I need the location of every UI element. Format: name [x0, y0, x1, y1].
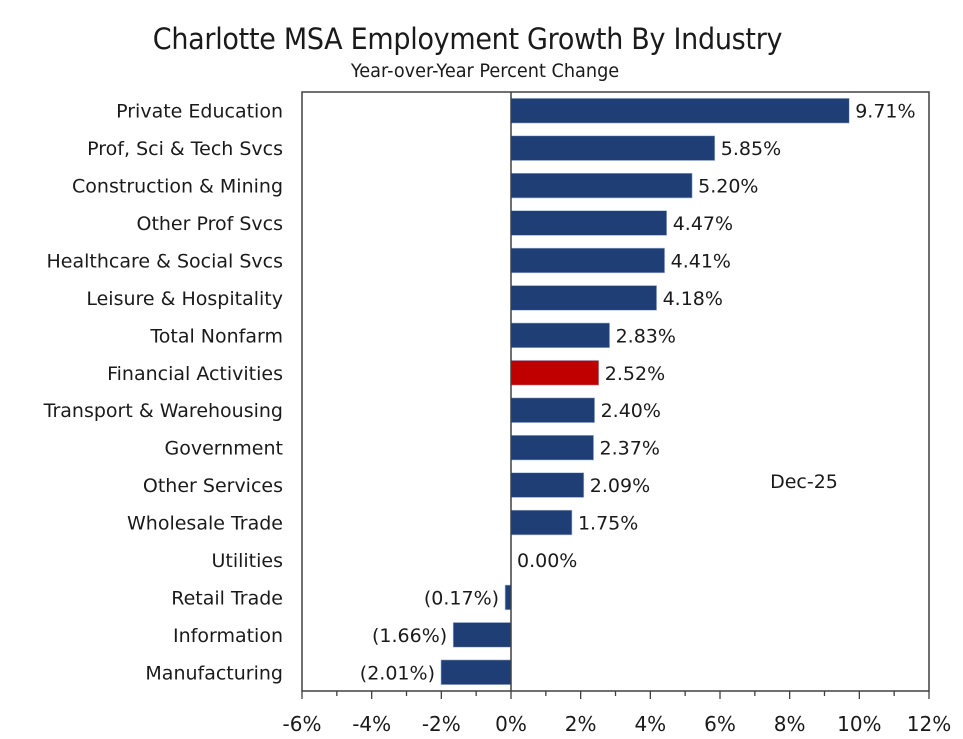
- bar-government: [510, 435, 594, 461]
- x-tick-label: 8%: [774, 712, 806, 736]
- data-label: 9.71%: [855, 101, 915, 123]
- category-label: Other Services: [143, 475, 283, 497]
- category-label: Prof, Sci & Tech Svcs: [87, 138, 283, 160]
- data-label: 2.83%: [616, 325, 676, 347]
- data-label: (1.66%): [372, 625, 447, 647]
- data-label: (2.01%): [360, 662, 435, 684]
- data-label: (0.17%): [424, 587, 499, 609]
- category-label: Other Prof Svcs: [136, 213, 283, 235]
- bar-information: [452, 622, 512, 648]
- chart-subtitle: Year-over-Year Percent Change: [350, 60, 620, 82]
- bar-wholesale-trade: [510, 509, 573, 536]
- data-label: 0.00%: [517, 550, 577, 572]
- x-tick-label: 6%: [704, 712, 736, 736]
- x-tick-label: -4%: [352, 712, 391, 736]
- bar-financial-activities: [510, 360, 600, 386]
- bar-prof-sci-tech-svcs: [510, 135, 716, 161]
- data-label: 4.41%: [671, 250, 731, 272]
- data-label: 2.09%: [590, 475, 650, 497]
- category-label: Utilities: [211, 550, 283, 572]
- bar-retail-trade: [504, 584, 512, 611]
- category-label: Manufacturing: [145, 662, 283, 684]
- category-label: Government: [165, 438, 284, 460]
- data-label: 4.47%: [673, 213, 733, 235]
- data-labels: 9.71% 5.85% 5.20% 4.47% 4.41% 4.18% 2.83% 2.52%…: [360, 101, 916, 685]
- category-label: Transport & Warehousing: [43, 400, 283, 422]
- date-annotation: Dec-25: [770, 471, 838, 493]
- bars-group: [440, 98, 850, 685]
- category-label: Retail Trade: [171, 587, 283, 609]
- x-tick-label: -2%: [422, 712, 461, 736]
- category-label: Healthcare & Social Svcs: [47, 250, 283, 272]
- bar-other-services: [510, 472, 585, 498]
- bar-private-education: [510, 98, 850, 124]
- data-label: 4.18%: [663, 288, 723, 310]
- bar-total-nonfarm: [510, 322, 610, 348]
- category-label: Private Education: [116, 101, 283, 123]
- category-label: Financial Activities: [107, 363, 283, 385]
- data-label: 2.52%: [605, 363, 665, 385]
- data-label: 1.75%: [578, 513, 638, 535]
- x-tick-label: 2%: [565, 712, 597, 736]
- x-tick-label: -6%: [283, 712, 322, 736]
- x-tick-label: 10%: [837, 712, 881, 736]
- category-label: Leisure & Hospitality: [86, 288, 283, 310]
- bar-transport-warehousing: [510, 397, 595, 423]
- x-tick-label: 12%: [907, 712, 951, 736]
- bar-other-prof-svcs: [510, 210, 668, 236]
- data-label: 2.40%: [601, 400, 661, 422]
- bar-healthcare-social-svcs: [510, 247, 665, 274]
- category-label: Total Nonfarm: [149, 325, 283, 347]
- category-label: Information: [173, 625, 283, 647]
- axes-group: -6% -4% -2% 0% 2% 4% 6% 8% 10% 12%: [283, 91, 951, 736]
- category-labels: Private Education Prof, Sci & Tech Svcs Co…: [43, 101, 283, 685]
- bar-leisure-hospitality: [510, 285, 657, 311]
- chart-title: Charlotte MSA Employment Growth By Indus…: [152, 22, 783, 56]
- x-tick-label: 0%: [495, 712, 527, 736]
- data-label: 2.37%: [600, 438, 660, 460]
- data-label: 5.20%: [698, 176, 758, 198]
- bar-manufacturing: [440, 659, 512, 685]
- x-tick-label: 4%: [634, 712, 666, 736]
- data-label: 5.85%: [721, 138, 781, 160]
- category-label: Wholesale Trade: [127, 513, 283, 535]
- category-label: Construction & Mining: [72, 176, 283, 198]
- bar-construction-mining: [510, 172, 693, 199]
